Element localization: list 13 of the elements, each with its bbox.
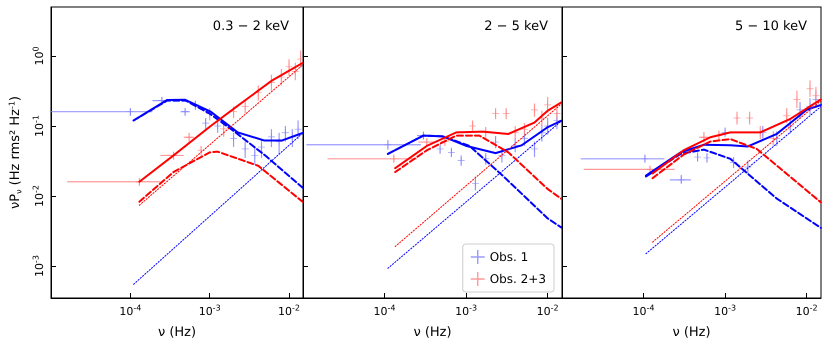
- y-tick-label: 10-2: [32, 185, 46, 208]
- y-tick-label: 10-3: [32, 255, 46, 278]
- annotation: 0.3 − 2 keV: [212, 19, 290, 34]
- x-axis-title: ν (Hz): [158, 325, 196, 340]
- y-tick-label: 100: [32, 46, 46, 66]
- x-axis-title: ν (Hz): [413, 325, 452, 340]
- y-tick-label: 10-1: [32, 115, 46, 137]
- annotation: 2 − 5 keV: [484, 19, 548, 34]
- legend-label: Obs. 2+3: [490, 272, 546, 286]
- x-axis-title: ν (Hz): [672, 325, 711, 340]
- legend-label: Obs. 1: [490, 250, 528, 264]
- y-axis-title: νPν (Hz rms² Hz-1): [8, 96, 24, 210]
- annotation: 5 − 10 keV: [734, 19, 808, 34]
